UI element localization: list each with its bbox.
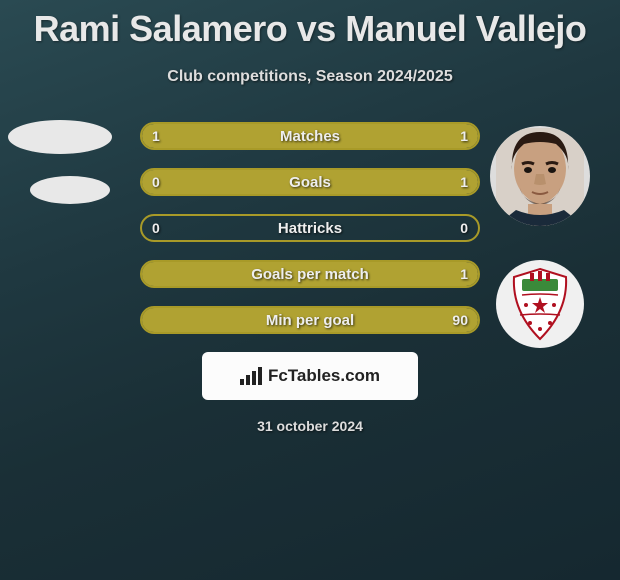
stat-bar: 1 1 Matches (140, 122, 480, 150)
date-line: 31 october 2024 (0, 418, 620, 434)
player-right-club-badge (496, 260, 584, 348)
stat-label: Goals (289, 174, 331, 191)
stat-value-left: 1 (152, 128, 160, 144)
stat-label: Matches (280, 128, 340, 145)
stat-bar: 90 Min per goal (140, 306, 480, 334)
subtitle: Club competitions, Season 2024/2025 (0, 68, 620, 86)
club-crest-icon (508, 267, 572, 341)
stat-value-right: 1 (460, 174, 468, 190)
player-face-icon (496, 128, 584, 226)
player-left-avatar-placeholder (8, 120, 112, 154)
comparison-title: Rami Salamero vs Manuel Vallejo (0, 0, 620, 50)
stat-value-right: 1 (460, 266, 468, 282)
attribution-text: FcTables.com (268, 366, 380, 386)
stat-label: Min per goal (266, 312, 354, 329)
stat-bar: 0 0 Hattricks (140, 214, 480, 242)
stat-value-left: 0 (152, 220, 160, 236)
bar-chart-icon (240, 367, 262, 385)
stat-bar: 0 1 Goals (140, 168, 480, 196)
stat-value-left: 0 (152, 174, 160, 190)
stat-label: Hattricks (278, 220, 342, 237)
player-right-avatar (490, 126, 590, 226)
attribution-box: FcTables.com (202, 352, 418, 400)
stat-bar: 1 Goals per match (140, 260, 480, 288)
player-left-club-placeholder (30, 176, 110, 204)
stat-value-right: 1 (460, 128, 468, 144)
stat-value-right: 90 (452, 312, 468, 328)
stat-value-right: 0 (460, 220, 468, 236)
stat-label: Goals per match (251, 266, 369, 283)
